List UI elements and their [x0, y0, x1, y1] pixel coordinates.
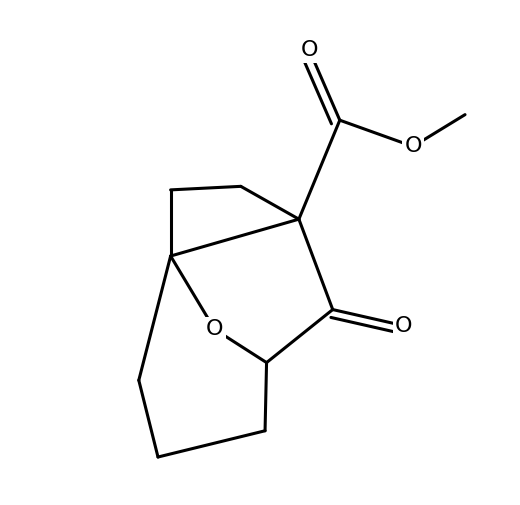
- Text: O: O: [404, 136, 422, 157]
- Text: O: O: [395, 316, 413, 336]
- Text: O: O: [206, 319, 223, 339]
- Text: O: O: [301, 40, 318, 61]
